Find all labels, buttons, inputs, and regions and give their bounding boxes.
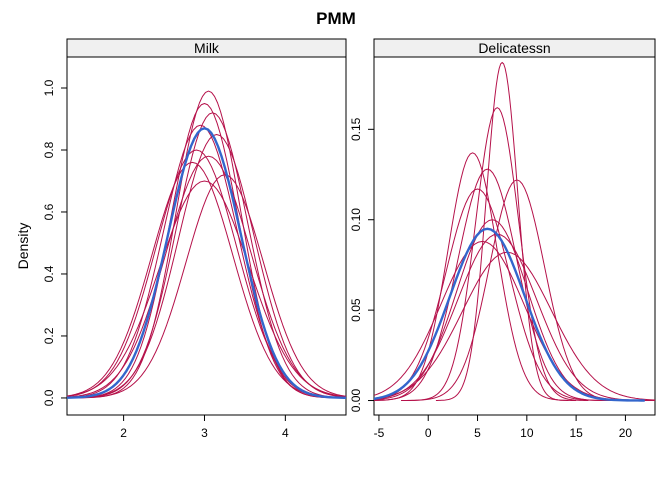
imputed-density-curve [374,168,612,401]
imputed-density-curve [374,233,655,401]
y-tick-label: 0.10 [349,208,363,232]
y-tick-label: 0.00 [349,389,363,413]
imputed-density-curve [374,251,655,401]
panel-frame [373,56,656,416]
imputed-density-curve [72,90,345,399]
imputed-density-curve [374,219,642,402]
x-tick-label: 2 [120,426,127,440]
y-axis-label: Density [15,223,31,270]
strip-label: Milk [194,40,220,56]
imputed-density-curve [401,179,633,401]
observed-density-curve [67,127,346,400]
y-tick-label: 0.2 [42,327,56,344]
imputed-density-curve [374,152,577,401]
x-tick-label: 4 [282,426,289,440]
panel-frame [66,56,347,416]
curves [374,61,655,402]
curves [67,90,346,400]
imputed-density-curve [67,161,346,399]
y-tick-label: 0.0 [42,389,56,406]
imputed-density-curve [67,180,346,398]
x-tick-label: 10 [520,426,534,440]
x-tick-label: 5 [474,426,481,440]
y-tick-label: 0.8 [42,141,56,158]
y-tick-label: 0.15 [349,117,363,141]
panel-0: Milk 2 3 4 0.0 0.2 0.4 0.6 0.8 1.0 [42,38,347,440]
x-tick-label: 3 [201,426,208,440]
imputed-density-curve [67,124,346,399]
x-tick-label: 20 [619,426,633,440]
imputed-density-curve [406,107,589,401]
imputed-density-curve [67,149,346,399]
x-tick-label: 0 [425,426,432,440]
x-tick-label: 15 [569,426,583,440]
observed-density-curve [374,227,645,402]
x-tick-label: -5 [374,426,385,440]
imputed-density-curve [374,188,611,401]
imputed-density-curve [435,61,569,401]
imputed-density-curve [67,102,346,399]
y-tick-label: 0.6 [42,203,56,220]
y-tick-label: 0.05 [349,298,363,322]
panel-1: Delicatessn -5 0 5 10 15 20 0.00 0.05 0.10 0.15 [349,38,656,440]
y-tick-label: 0.4 [42,265,56,282]
y-tick-label: 1.0 [42,79,56,96]
imputed-density-curve [67,133,346,399]
imputed-density-curve [67,112,346,399]
strip-label: Delicatessn [478,40,550,56]
chart-title: PMM [316,9,356,28]
imputed-density-curve [67,174,346,399]
